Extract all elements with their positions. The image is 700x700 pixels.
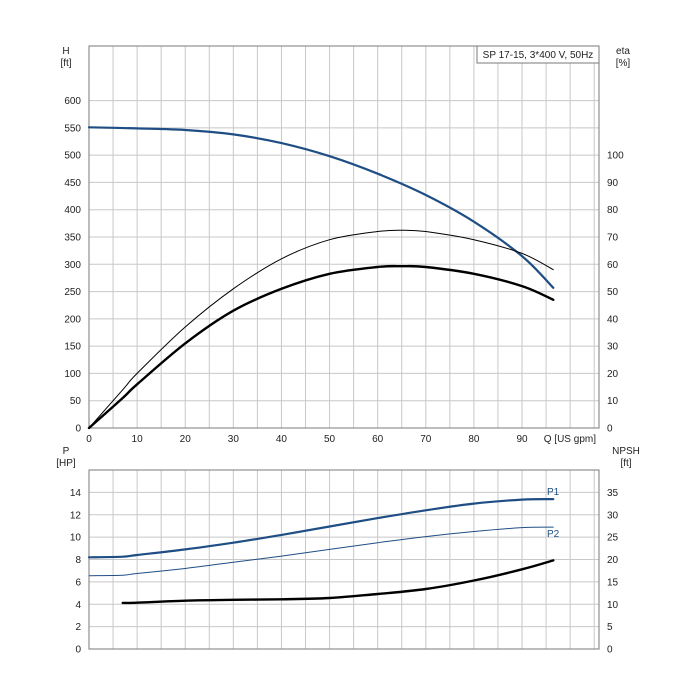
x-tick-label: 10: [132, 434, 144, 445]
upper-left-tick-label: 450: [64, 178, 81, 189]
x-tick-label: 70: [420, 434, 432, 445]
upper-left-tick-label: 0: [75, 424, 81, 435]
upper-left-tick-label: 550: [64, 123, 81, 134]
lower-left-tick-label: 6: [75, 577, 81, 588]
upper-right-tick-label: 100: [607, 151, 624, 162]
lower-chart-ticks: 0 2 4 6 8 10 12 14 0 5 10 15 20 25 30 35: [70, 488, 619, 656]
upper-chart-ticks: 0501001502002503003504004505005506000102…: [64, 96, 624, 445]
lower-left-tick-label: 14: [70, 488, 82, 499]
upper-right-tick-label: 50: [607, 287, 619, 298]
lower-right-tick-label: 15: [607, 577, 619, 588]
upper-right-tick-label: 90: [607, 178, 619, 189]
lower-right-axis-title: NPSH: [612, 446, 640, 457]
chart-title: SP 17-15, 3*400 V, 50Hz: [483, 50, 594, 61]
lower-chart-lines: [87, 498, 555, 605]
x-tick-label: 40: [276, 434, 288, 445]
lower-series-line-p1: [87, 498, 555, 559]
lower-right-tick-label: 35: [607, 488, 619, 499]
upper-left-tick-label: 300: [64, 260, 81, 271]
lower-right-tick-label: 0: [607, 645, 613, 656]
lower-right-tick-label: 5: [607, 622, 613, 633]
upper-left-axis-title: H: [62, 46, 69, 57]
upper-right-tick-label: 60: [607, 260, 619, 271]
lower-left-axis-title: P: [63, 446, 70, 457]
upper-left-axis-unit: [ft]: [60, 58, 71, 69]
lower-left-tick-label: 10: [70, 533, 82, 544]
x-tick-label: 80: [468, 434, 480, 445]
lower-series-line-p2: [88, 526, 554, 577]
lower-left-axis-unit: [HP]: [56, 458, 76, 469]
lower-right-tick-label: 25: [607, 533, 619, 544]
lower-chart-grid: [89, 470, 599, 649]
lower-right-tick-label: 20: [607, 555, 619, 566]
chart-title-box: [476, 45, 600, 64]
upper-chart-grid: [89, 46, 599, 428]
upper-series-line-1: [88, 229, 554, 429]
x-tick-label: 60: [372, 434, 384, 445]
upper-left-tick-label: 200: [64, 314, 81, 325]
lower-left-tick-label: 4: [75, 600, 81, 611]
upper-right-tick-label: 20: [607, 369, 619, 380]
upper-left-tick-label: 350: [64, 233, 81, 244]
upper-right-axis-title: eta: [616, 46, 630, 57]
lower-left-tick-label: 2: [75, 622, 81, 633]
upper-left-tick-label: 50: [70, 396, 82, 407]
upper-right-axis-unit: [%]: [616, 58, 631, 69]
upper-chart-frame: [88, 45, 600, 429]
series-label-p1: P1: [547, 487, 560, 498]
x-tick-label: 30: [228, 434, 240, 445]
upper-series-line-0: [87, 126, 555, 289]
lower-left-tick-label: 12: [70, 510, 82, 521]
lower-left-tick-label: 0: [75, 645, 81, 656]
upper-left-tick-label: 400: [64, 205, 81, 216]
upper-right-tick-label: 70: [607, 233, 619, 244]
lower-chart-frame: [88, 469, 600, 650]
upper-right-tick-label: 40: [607, 314, 619, 325]
lower-right-tick-label: 10: [607, 600, 619, 611]
upper-left-tick-label: 250: [64, 287, 81, 298]
upper-left-tick-label: 500: [64, 151, 81, 162]
lower-right-tick-label: 30: [607, 510, 619, 521]
upper-left-tick-label: 600: [64, 96, 81, 107]
upper-left-tick-label: 150: [64, 342, 81, 353]
lower-left-tick-label: 8: [75, 555, 81, 566]
x-tick-label: 0: [86, 434, 92, 445]
upper-right-tick-label: 30: [607, 342, 619, 353]
lower-series-line-2: [121, 559, 555, 605]
upper-right-tick-label: 80: [607, 205, 619, 216]
x-tick-label: 50: [324, 434, 336, 445]
upper-left-tick-label: 100: [64, 369, 81, 380]
upper-chart-lines: [87, 126, 555, 430]
series-label-p2: P2: [547, 529, 560, 540]
upper-right-tick-label: 10: [607, 396, 619, 407]
upper-series-line-2: [87, 264, 555, 430]
lower-right-axis-unit: [ft]: [620, 458, 631, 469]
upper-right-tick-label: 0: [607, 424, 613, 435]
x-tick-label: 90: [516, 434, 528, 445]
x-axis-label: Q [US gpm]: [544, 434, 596, 445]
x-tick-label: 20: [180, 434, 192, 445]
